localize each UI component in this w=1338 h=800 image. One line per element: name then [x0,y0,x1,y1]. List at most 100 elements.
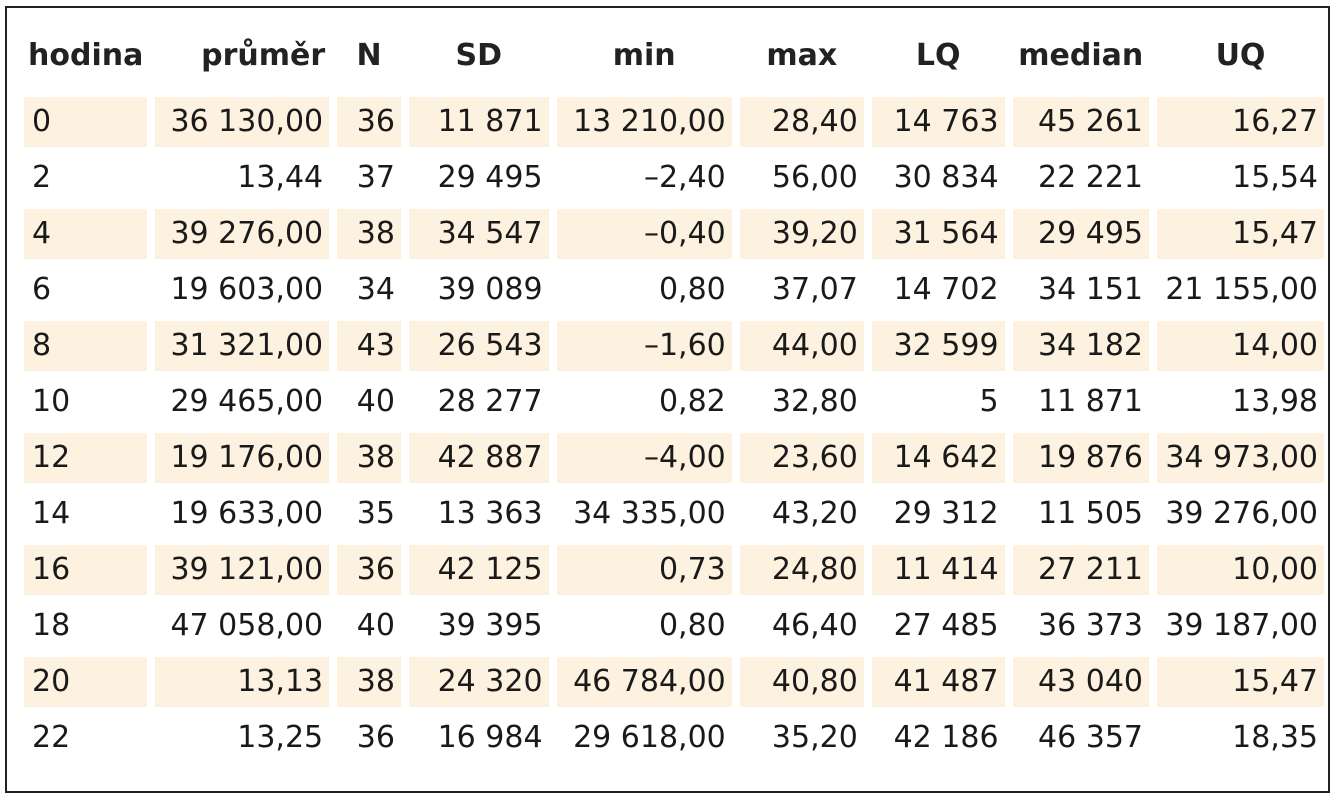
table-cell: 39 276,00 [151,206,333,262]
table-cell: 0,80 [553,262,736,318]
table-cell: 18 [20,598,151,654]
table-cell: 5 [868,374,1009,430]
cell-value: 34 335,00 [573,496,726,531]
table-cell: –0,40 [553,206,736,262]
column-header-n: N [356,37,382,73]
table-row: 18 47 058,00 40 39 395 0,80 46,40 27 485 36 373… [20,598,1328,654]
cell-value: 36 [337,545,401,595]
cell-value: 14 [32,496,71,531]
table-cell: 22 [20,710,151,766]
table-cell: 0,73 [553,542,736,598]
cell-value: 39 276,00 [155,209,330,259]
table-cell: 32 599 [868,318,1009,374]
table-cell: 10 [20,374,151,430]
cell-value: 2 [32,160,52,195]
cell-value: 14,00 [1157,321,1324,371]
table-cell: 46 357 [1009,710,1153,766]
table-cell: 13,44 [151,150,333,206]
cell-value: 14 763 [871,97,1005,147]
cell-value: 35,20 [771,720,858,755]
table-cell: 37,07 [736,262,868,318]
table-cell: 24 320 [405,654,553,710]
cell-value: 16 984 [437,720,543,755]
table-cell: 13 363 [405,486,553,542]
cell-value: 42 887 [408,433,549,483]
cell-value: 46 357 [1038,720,1143,755]
table-cell: 40,80 [736,654,868,710]
table-cell: 11 505 [1009,486,1153,542]
table-cell: 20 [20,654,151,710]
cell-value: 13,44 [237,160,324,195]
cell-value: 23,60 [739,433,864,483]
cell-value: 35 [356,496,395,531]
table-cell: 36 [333,542,405,598]
cell-value: 20 [24,657,148,707]
table-row: 0 36 130,00 36 11 871 13 210,00 28,40 14 763 45… [20,94,1328,150]
cell-value: 40 [356,384,395,419]
cell-value: 38 [337,433,401,483]
table-cell: 28 277 [405,374,553,430]
table-cell: 38 [333,206,405,262]
table-cell: 29 495 [1009,206,1153,262]
cell-value: 43 [337,321,401,371]
table-cell: 19 633,00 [151,486,333,542]
cell-value: 28,40 [739,97,864,147]
table-cell: 11 871 [405,94,553,150]
table-cell: 16 984 [405,710,553,766]
header-row: hodina průměr N SD min max LQ median UQ [20,22,1328,94]
cell-value: 37,07 [771,272,858,307]
table-cell: 14 763 [868,94,1009,150]
cell-value: 29 618,00 [573,720,726,755]
cell-value: 42 125 [408,545,549,595]
table-cell: 42 125 [405,542,553,598]
cell-value: 36 [337,97,401,147]
cell-value: 43 040 [1012,657,1149,707]
table-cell: 16,27 [1153,94,1328,150]
cell-value: 38 [337,657,401,707]
table-cell: 23,60 [736,430,868,486]
table-cell: 0,80 [553,598,736,654]
cell-value: 29 495 [1012,209,1149,259]
cell-value: 15,47 [1157,209,1324,259]
cell-value: 38 [337,209,401,259]
table-cell: 29 312 [868,486,1009,542]
table-cell: 43 [333,318,405,374]
table-cell: 16 [20,542,151,598]
table-cell: –2,40 [553,150,736,206]
cell-value: 56,00 [771,160,858,195]
cell-value: 0,80 [658,272,726,307]
cell-value: 19 603,00 [170,272,324,307]
table-cell: 11 871 [1009,374,1153,430]
table-cell: 39,20 [736,206,868,262]
table-cell: 4 [20,206,151,262]
table-row: 16 39 121,00 36 42 125 0,73 24,80 11 414 27 211… [20,542,1328,598]
table-cell: 39 121,00 [151,542,333,598]
cell-value: 39 395 [437,608,543,643]
cell-value: 42 186 [893,720,999,755]
table-cell: 37 [333,150,405,206]
cell-value: 34 973,00 [1157,433,1324,483]
cell-value: 43,20 [771,496,858,531]
cell-value: 39,20 [739,209,864,259]
table-cell: 40 [333,598,405,654]
cell-value: 39 187,00 [1165,608,1318,643]
cell-value: 37 [356,160,395,195]
cell-value: 19 633,00 [170,496,324,531]
table-cell: 39 276,00 [1153,486,1328,542]
table-cell: 42 887 [405,430,553,486]
table-body: 0 36 130,00 36 11 871 13 210,00 28,40 14 763 45… [20,94,1328,766]
cell-value: 22 [32,720,71,755]
cell-value: –0,40 [556,209,732,259]
table-cell: 13,98 [1153,374,1328,430]
table-cell: 47 058,00 [151,598,333,654]
cell-value: 12 [24,433,148,483]
table-row: 6 19 603,00 34 39 089 0,80 37,07 14 702 34 151 2… [20,262,1328,318]
cell-value: 18 [32,608,71,643]
cell-value: 41 487 [871,657,1005,707]
table-cell: 0,82 [553,374,736,430]
table-cell: 41 487 [868,654,1009,710]
data-table: hodina průměr N SD min max LQ median UQ … [20,22,1328,766]
table-cell: 38 [333,430,405,486]
table-cell: 35 [333,486,405,542]
cell-value: 13,98 [1232,384,1318,419]
